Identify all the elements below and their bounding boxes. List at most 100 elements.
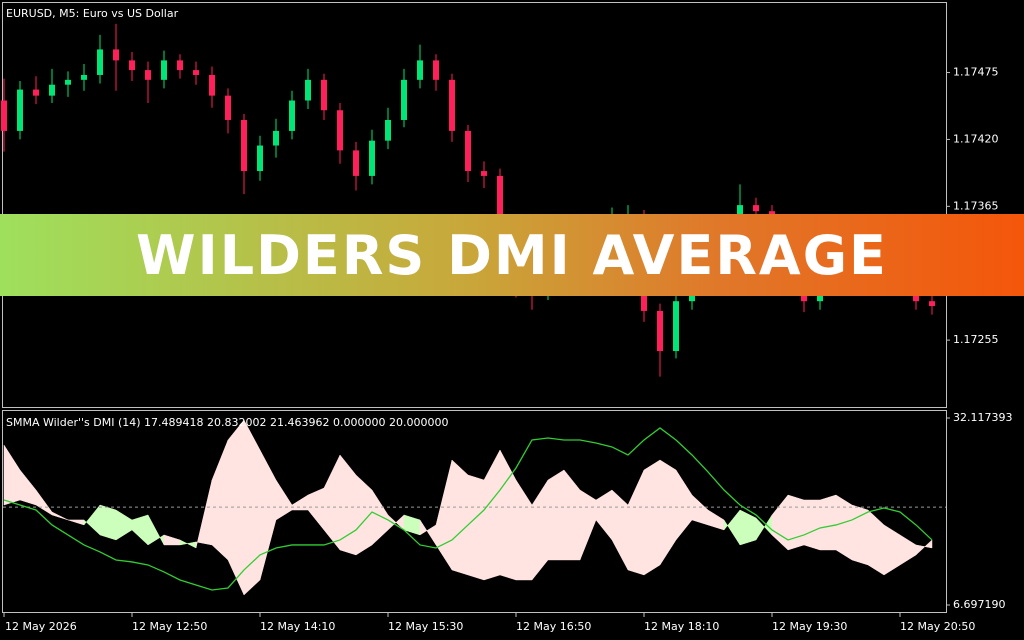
di-fill (899, 534, 917, 566)
di-fill (51, 511, 69, 521)
di-fill (435, 459, 453, 571)
y-tick-label: 1.17420 (953, 132, 999, 145)
di-fill (371, 489, 389, 546)
candle-body (49, 84, 55, 96)
di-fill (851, 504, 869, 566)
candle-body (753, 205, 759, 212)
di-fill (659, 459, 677, 566)
candle-body (177, 60, 183, 71)
candle-body (497, 175, 503, 221)
di-fill (83, 504, 101, 536)
di-fill (67, 519, 85, 526)
indicator-title: SMMA Wilder''s DMI (14) 17.489418 20.832… (6, 416, 448, 429)
di-fill (275, 479, 293, 521)
di-fill (291, 494, 309, 511)
di-fill (707, 509, 725, 531)
candle-body (337, 110, 343, 151)
candle-body (209, 74, 215, 96)
di-fill (323, 454, 341, 551)
di-fill (163, 534, 181, 546)
di-fill (579, 489, 597, 561)
candle-body (353, 150, 359, 176)
banner: WILDERS DMI AVERAGE (0, 214, 1024, 296)
candle-body (673, 301, 679, 352)
di-fill (211, 439, 229, 561)
di-fill (227, 419, 245, 596)
candle-body (193, 70, 199, 75)
di-fill (499, 449, 517, 581)
candle-body (465, 130, 471, 172)
di-fill (419, 519, 437, 546)
di-fill (835, 494, 853, 561)
y-tick-label: 1.17475 (953, 66, 999, 79)
di-fill (675, 469, 693, 541)
y-tick-label: 1.17255 (953, 333, 999, 346)
di-fill (99, 504, 117, 541)
candle-body (289, 100, 295, 131)
di-fill (259, 449, 277, 581)
candle-body (401, 79, 407, 120)
banner-text: WILDERS DMI AVERAGE (136, 223, 888, 287)
candle-body (241, 119, 247, 172)
di-fill (547, 469, 565, 561)
candle-body (129, 60, 135, 71)
candle-body (257, 145, 263, 172)
x-tick-label: 12 May 12:50 (132, 620, 207, 633)
candle-body (321, 79, 327, 111)
di-fill (515, 479, 533, 581)
di-fill (19, 469, 37, 506)
marks (1, 23, 946, 596)
di-fill (451, 459, 469, 576)
di-fill (723, 509, 741, 546)
y-tick-label: 1.17365 (953, 199, 999, 212)
candle-body (145, 70, 151, 80)
candle-body (1, 100, 7, 131)
x-tick-label: 12 May 20:50 (900, 620, 975, 633)
candle-body (65, 79, 71, 85)
x-tick-label: 12 May 2026 (5, 620, 77, 633)
candle-body (449, 79, 455, 131)
candle-body (161, 60, 167, 80)
di-fill (563, 469, 581, 561)
candle-body (33, 89, 39, 96)
candle-body (417, 60, 423, 80)
candle-body (81, 74, 87, 80)
di-fill (195, 479, 213, 549)
di-fill (179, 539, 197, 549)
di-fill (643, 459, 661, 576)
y-tick-label: 32.117393 (953, 411, 1013, 424)
x-tick-label: 12 May 18:10 (644, 620, 719, 633)
candle-body (433, 60, 439, 80)
di-fill (115, 509, 133, 541)
di-fill (131, 514, 149, 546)
chart-title: EURUSD, M5: Euro vs US Dollar (6, 7, 179, 20)
x-tick-label: 12 May 15:30 (388, 620, 463, 633)
di-fill (467, 474, 485, 581)
candle-body (929, 301, 935, 307)
di-fill (915, 539, 933, 556)
di-fill (867, 509, 885, 576)
di-fill (147, 514, 165, 546)
candle-body (225, 95, 231, 120)
di-fill (739, 509, 757, 546)
x-tick-label: 12 May 19:30 (772, 620, 847, 633)
di-fill (595, 489, 613, 541)
candle-body (385, 119, 391, 141)
di-fill (531, 479, 549, 581)
di-fill (691, 494, 709, 526)
candle-body (657, 310, 663, 352)
candle-body (113, 49, 119, 61)
di-fill (35, 489, 53, 516)
di-fill (611, 489, 629, 571)
di-fill (883, 524, 901, 576)
di-fill (819, 494, 837, 551)
adx-line (3, 427, 933, 591)
di-fill (339, 454, 357, 556)
di-fill (627, 469, 645, 576)
candle-body (305, 79, 311, 101)
price-pane (2, 2, 947, 408)
candle-body (17, 89, 23, 131)
candle-body (273, 130, 279, 146)
